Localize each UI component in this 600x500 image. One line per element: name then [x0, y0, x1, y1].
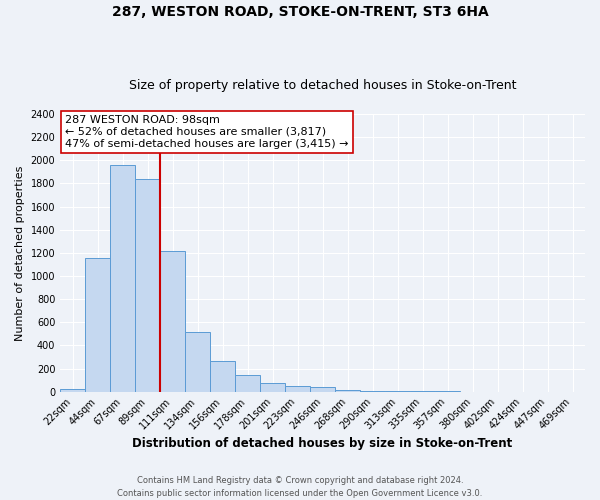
Text: Contains HM Land Registry data © Crown copyright and database right 2024.
Contai: Contains HM Land Registry data © Crown c… [118, 476, 482, 498]
Bar [285, 386, 310, 392]
Bar [60, 389, 85, 392]
Bar [235, 374, 260, 392]
Bar [260, 383, 285, 392]
Bar [335, 390, 360, 392]
Bar [135, 179, 160, 392]
Y-axis label: Number of detached properties: Number of detached properties [15, 165, 25, 340]
Title: Size of property relative to detached houses in Stoke-on-Trent: Size of property relative to detached ho… [129, 79, 517, 92]
Text: 287 WESTON ROAD: 98sqm
← 52% of detached houses are smaller (3,817)
47% of semi-: 287 WESTON ROAD: 98sqm ← 52% of detached… [65, 116, 349, 148]
Bar [185, 332, 210, 392]
Bar [210, 361, 235, 392]
Bar [160, 250, 185, 392]
X-axis label: Distribution of detached houses by size in Stoke-on-Trent: Distribution of detached houses by size … [133, 437, 513, 450]
Bar [310, 387, 335, 392]
Bar [110, 165, 135, 392]
Bar [85, 258, 110, 392]
Bar [385, 391, 410, 392]
Text: 287, WESTON ROAD, STOKE-ON-TRENT, ST3 6HA: 287, WESTON ROAD, STOKE-ON-TRENT, ST3 6H… [112, 5, 488, 19]
Bar [360, 390, 385, 392]
